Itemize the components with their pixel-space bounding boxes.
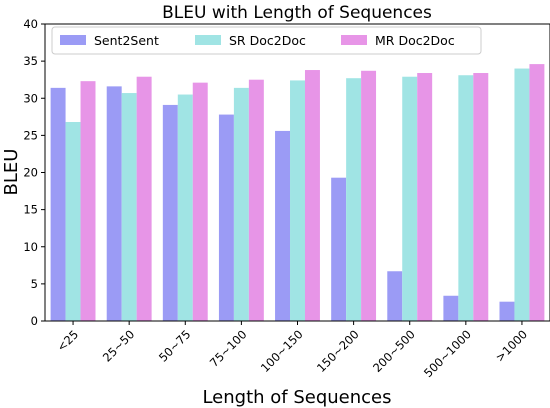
legend: Sent2Sent SR Doc2Doc MR Doc2Doc [51,26,482,55]
legend-box [51,26,482,55]
x-axis-title: Length of Sequences [202,387,391,408]
y-tick-label: 30 [23,91,38,105]
x-tick-label: 200~500 [370,327,418,375]
bar-sent2sent-4 [275,130,291,321]
bar-sent2sent-5 [331,177,347,321]
x-tick-label: 500~1000 [421,327,474,380]
bar-mr-doc2doc-5 [361,70,377,321]
bar-mr-doc2doc-0 [80,81,96,321]
x-tick-label: 100~150 [258,327,306,375]
legend-swatch-sent2sent [60,35,86,45]
y-axis: 0 5 10 15 20 25 30 35 40 [23,17,45,328]
bar-mr-doc2doc-8 [529,64,545,321]
x-tick-label: >1000 [493,327,530,364]
x-tick-label: 50~75 [156,327,193,364]
bar-sr-doc2doc-5 [346,78,362,321]
y-tick-label: 5 [31,277,38,291]
bar-sr-doc2doc-7 [458,75,474,321]
bar-sr-doc2doc-2 [177,94,193,321]
bars-group [50,64,545,322]
bar-mr-doc2doc-1 [136,76,152,321]
bar-mr-doc2doc-6 [417,73,433,321]
bar-sr-doc2doc-1 [121,93,137,321]
y-tick-label: 20 [23,166,38,180]
bar-sr-doc2doc-3 [233,87,249,321]
y-tick-label: 0 [31,314,38,328]
y-tick-label: 35 [23,54,38,68]
legend-label-sent2sent: Sent2Sent [94,33,159,48]
bar-sr-doc2doc-0 [65,122,81,321]
x-axis: <25 25~50 50~75 75~100 100~150 150~200 200~500… [54,321,530,380]
y-tick-label: 40 [23,17,38,31]
y-tick-label: 25 [23,128,38,142]
bar-sr-doc2doc-8 [514,68,530,321]
x-tick-label: 25~50 [100,327,137,364]
legend-swatch-mr-doc2doc [341,35,367,45]
chart-title: BLEU with Length of Sequences [162,3,432,23]
bar-mr-doc2doc-2 [192,82,208,321]
x-tick-label: 150~200 [314,327,362,375]
x-tick-label: 75~100 [207,327,250,370]
legend-swatch-sr-doc2doc [195,35,221,45]
bar-sent2sent-1 [106,86,122,322]
y-tick-label: 15 [23,203,38,217]
x-tick-label: <25 [54,327,81,354]
bar-sent2sent-0 [50,87,66,321]
bar-sent2sent-3 [218,114,234,321]
bar-sr-doc2doc-6 [402,76,418,321]
bar-sent2sent-8 [499,301,515,321]
y-tick-label: 10 [23,240,38,254]
bar-mr-doc2doc-4 [304,70,320,321]
legend-label-sr-doc2doc: SR Doc2Doc [229,33,306,48]
bar-sent2sent-6 [387,271,403,321]
bar-sr-doc2doc-4 [290,80,305,322]
legend-label-mr-doc2doc: MR Doc2Doc [375,33,455,48]
bar-sent2sent-2 [162,104,178,322]
bar-sent2sent-7 [443,295,459,321]
bar-mr-doc2doc-7 [473,73,489,321]
plot-frame [44,23,550,322]
y-axis-title: BLEU [1,149,22,196]
bar-mr-doc2doc-3 [248,79,264,321]
